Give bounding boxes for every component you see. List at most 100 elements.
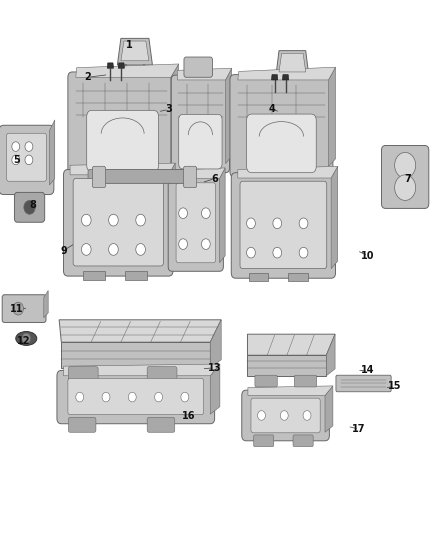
Polygon shape	[219, 168, 225, 263]
Circle shape	[247, 247, 255, 258]
Circle shape	[109, 244, 118, 255]
FancyBboxPatch shape	[168, 174, 223, 271]
FancyBboxPatch shape	[0, 125, 54, 195]
FancyBboxPatch shape	[14, 192, 45, 222]
FancyBboxPatch shape	[251, 398, 320, 433]
FancyBboxPatch shape	[73, 179, 163, 266]
Polygon shape	[328, 67, 336, 166]
Polygon shape	[210, 364, 220, 414]
FancyBboxPatch shape	[68, 378, 204, 415]
FancyBboxPatch shape	[381, 146, 429, 208]
Polygon shape	[107, 63, 113, 68]
Polygon shape	[169, 163, 175, 266]
FancyBboxPatch shape	[255, 375, 277, 387]
Circle shape	[299, 218, 308, 229]
Polygon shape	[121, 41, 149, 61]
FancyBboxPatch shape	[147, 367, 177, 381]
Polygon shape	[248, 386, 333, 395]
Circle shape	[303, 410, 311, 420]
Circle shape	[25, 142, 33, 151]
Circle shape	[22, 333, 31, 344]
Polygon shape	[226, 68, 232, 164]
Circle shape	[102, 392, 110, 402]
Circle shape	[395, 175, 416, 200]
Ellipse shape	[16, 332, 37, 345]
Polygon shape	[125, 271, 147, 280]
FancyBboxPatch shape	[68, 72, 175, 176]
FancyBboxPatch shape	[68, 417, 96, 432]
Circle shape	[136, 244, 145, 255]
Text: 8: 8	[29, 200, 36, 210]
Text: 1: 1	[126, 41, 133, 50]
Polygon shape	[61, 342, 210, 368]
FancyBboxPatch shape	[2, 295, 46, 322]
Circle shape	[155, 392, 162, 402]
Polygon shape	[117, 38, 152, 65]
Circle shape	[201, 208, 210, 219]
Text: 12: 12	[18, 336, 31, 346]
Text: 6: 6	[211, 174, 218, 183]
FancyBboxPatch shape	[184, 166, 197, 188]
FancyBboxPatch shape	[179, 114, 222, 169]
Polygon shape	[177, 68, 232, 80]
Circle shape	[273, 247, 282, 258]
Text: 3: 3	[165, 104, 172, 114]
Polygon shape	[238, 67, 336, 80]
FancyBboxPatch shape	[68, 367, 98, 381]
FancyBboxPatch shape	[171, 75, 230, 173]
Text: 17: 17	[353, 424, 366, 434]
Circle shape	[12, 155, 20, 165]
FancyBboxPatch shape	[64, 169, 173, 276]
FancyBboxPatch shape	[230, 75, 333, 177]
Polygon shape	[279, 53, 306, 72]
Circle shape	[25, 155, 33, 165]
Polygon shape	[174, 168, 225, 179]
Text: 4: 4	[268, 104, 275, 114]
Circle shape	[81, 214, 91, 226]
Circle shape	[280, 410, 288, 420]
Circle shape	[181, 392, 189, 402]
Text: 16: 16	[182, 411, 195, 421]
Text: 5: 5	[13, 155, 20, 165]
FancyBboxPatch shape	[176, 183, 215, 263]
FancyBboxPatch shape	[240, 181, 327, 269]
Circle shape	[179, 208, 187, 219]
Circle shape	[201, 239, 210, 249]
Polygon shape	[283, 75, 289, 80]
Circle shape	[76, 392, 84, 402]
Polygon shape	[272, 75, 278, 80]
Polygon shape	[247, 355, 326, 376]
Text: 10: 10	[361, 251, 374, 261]
Circle shape	[179, 239, 187, 249]
FancyBboxPatch shape	[147, 417, 175, 432]
Circle shape	[299, 247, 308, 258]
Polygon shape	[249, 273, 268, 281]
Text: 2: 2	[84, 72, 91, 82]
Circle shape	[12, 142, 20, 151]
Polygon shape	[118, 63, 124, 68]
Polygon shape	[64, 364, 220, 376]
Circle shape	[109, 214, 118, 226]
Circle shape	[258, 410, 265, 420]
Circle shape	[395, 152, 416, 178]
FancyBboxPatch shape	[97, 169, 192, 183]
Circle shape	[128, 392, 136, 402]
Polygon shape	[76, 64, 179, 77]
FancyBboxPatch shape	[87, 110, 159, 172]
Polygon shape	[326, 334, 335, 376]
Polygon shape	[325, 386, 333, 432]
Text: 11: 11	[10, 304, 23, 314]
Polygon shape	[238, 166, 338, 178]
Circle shape	[247, 218, 255, 229]
Circle shape	[24, 200, 35, 214]
FancyBboxPatch shape	[242, 390, 329, 441]
Circle shape	[136, 214, 145, 226]
Polygon shape	[331, 166, 338, 269]
FancyBboxPatch shape	[7, 133, 46, 181]
Circle shape	[13, 302, 24, 315]
Text: 14: 14	[361, 366, 374, 375]
Polygon shape	[49, 120, 55, 185]
FancyBboxPatch shape	[254, 435, 274, 447]
FancyBboxPatch shape	[231, 173, 336, 278]
Polygon shape	[70, 163, 175, 175]
